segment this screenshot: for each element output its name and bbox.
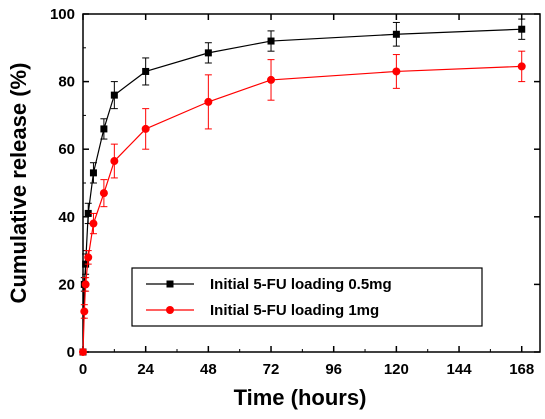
data-point: [110, 157, 119, 166]
x-tick-label: 168: [509, 361, 534, 378]
data-point: [204, 97, 213, 106]
x-tick-label: 120: [384, 361, 409, 378]
data-point: [392, 67, 401, 76]
y-tick-label: 20: [58, 276, 75, 293]
legend-box: [131, 267, 483, 327]
y-tick-label: 100: [50, 6, 75, 23]
series-2: [79, 50, 526, 356]
legend-item-2: Initial 5-FU loading 1mg: [146, 302, 379, 319]
data-point: [79, 348, 87, 356]
data-point: [84, 253, 93, 262]
x-axis-title: Time (hours): [234, 385, 367, 410]
y-tick-label: 80: [58, 74, 75, 91]
legend-marker: [166, 306, 174, 314]
data-point: [100, 125, 108, 133]
data-point: [89, 219, 98, 228]
x-tick-label: 144: [447, 361, 473, 378]
data-point: [142, 67, 150, 75]
y-axis-title: Cumulative release (%): [6, 63, 31, 304]
y-tick-label: 60: [58, 141, 75, 158]
x-tick-label: 24: [137, 361, 154, 378]
data-point: [204, 49, 212, 57]
data-point: [99, 189, 108, 198]
legend-label: Initial 5-FU loading 0.5mg: [210, 276, 392, 293]
data-point: [89, 169, 97, 177]
legend-item-1: Initial 5-FU loading 0.5mg: [146, 276, 392, 293]
data-point: [267, 37, 275, 45]
x-tick-label: 0: [79, 361, 87, 378]
data-point: [518, 25, 526, 33]
legend-label: Initial 5-FU loading 1mg: [210, 302, 379, 319]
y-tick-label: 0: [67, 344, 75, 361]
data-point: [141, 124, 150, 133]
x-tick-label: 72: [263, 361, 280, 378]
data-point: [267, 75, 276, 84]
data-point: [110, 91, 118, 99]
x-tick-label: 48: [200, 361, 217, 378]
legend-marker: [166, 280, 174, 288]
data-point: [84, 209, 92, 217]
data-point: [517, 62, 526, 71]
y-tick-label: 40: [58, 209, 75, 226]
data-point: [392, 30, 400, 38]
data-point: [81, 280, 90, 289]
data-point: [80, 307, 89, 316]
x-tick-label: 96: [325, 361, 342, 378]
